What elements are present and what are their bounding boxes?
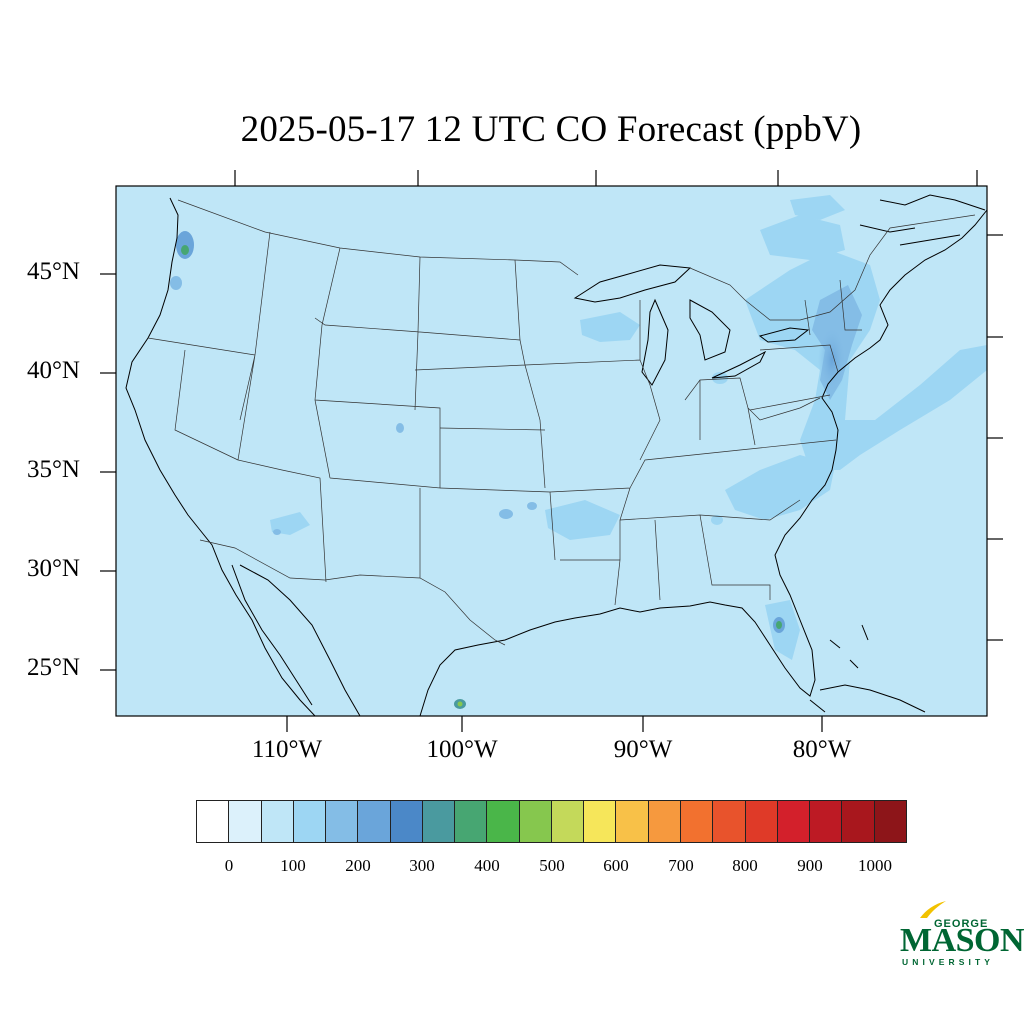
map-frame [115, 185, 988, 717]
colorbar-cell [197, 801, 230, 842]
colorbar-label: 800 [732, 856, 758, 875]
colorbar-label: 1000 [858, 856, 892, 875]
colorbar-label: 700 [668, 856, 694, 875]
atlanta-hotspot [711, 515, 723, 525]
colorbar-cell [390, 801, 423, 842]
logo-line3: UNIVERSITY [902, 957, 995, 967]
arizona-plume [270, 512, 310, 535]
colorbar-label: 0 [224, 856, 234, 875]
denver-hotspot [396, 423, 404, 433]
colorbar-cell [229, 801, 262, 842]
colorbar-label: 300 [409, 856, 435, 875]
coastline [125, 194, 987, 716]
great-lakes-superior [573, 264, 692, 303]
great-lakes-ontario [758, 327, 810, 343]
florida-keys [809, 699, 826, 713]
colorbar-cell [713, 801, 746, 842]
colorbar-cell [326, 801, 359, 842]
colorbar-cell [616, 801, 649, 842]
oklahoma-hotspot [499, 509, 513, 519]
west-states [147, 231, 521, 583]
colorbar [196, 800, 907, 843]
gulf-coast [419, 209, 987, 716]
dallas-hotspot [527, 502, 537, 510]
gulf-plume [545, 500, 620, 540]
colorbar-cell [810, 801, 843, 842]
colorbar-cell [519, 801, 552, 842]
lat-label-25: 25°N [26, 654, 80, 681]
colorbar-cell [455, 801, 488, 842]
colorbar-cell [422, 801, 456, 842]
lat-label-45: 45°N [26, 258, 80, 285]
quebec-plume [760, 215, 845, 260]
colorbar-label: 100 [280, 856, 306, 875]
lon-label-110w: 110°W [251, 736, 323, 763]
gmu-logo: GEORGE MASON UNIVERSITY [896, 900, 1024, 970]
lat-label-35: 35°N [26, 456, 80, 483]
southeast-plume [725, 455, 835, 520]
lat-label-30: 30°N [26, 555, 80, 582]
canada-islands [859, 194, 986, 246]
midwest-plume [580, 312, 640, 342]
ticks [100, 170, 1003, 732]
colorbar-cell [487, 801, 520, 842]
colorbar-cell [551, 801, 585, 842]
nyc-hotspot [818, 326, 846, 394]
mexico-border [199, 539, 506, 646]
great-lakes-erie [711, 350, 767, 379]
lon-label-90w: 90°W [613, 736, 673, 763]
colorbar-cell [680, 801, 714, 842]
colorbar-cell [842, 801, 875, 842]
baja-east [231, 564, 313, 706]
ohio-hotspot [712, 372, 728, 384]
plot-title: 2025-05-17 12 UTC CO Forecast (ppbV) [240, 109, 862, 150]
colorbar-label: 600 [603, 856, 629, 875]
portland-hotspot [170, 276, 182, 290]
colorbar-label: 900 [797, 856, 823, 875]
logo-line1: GEORGE [934, 918, 989, 930]
florida-core [776, 621, 782, 629]
mexico-coast [239, 564, 361, 716]
bahamas [829, 624, 869, 669]
lon-label-100w: 100°W [426, 736, 498, 763]
great-lakes-huron [689, 299, 731, 361]
east-states [524, 279, 862, 601]
colorbar-label: 500 [539, 856, 565, 875]
cuba [819, 684, 926, 713]
logo-line2: MASON [900, 922, 1024, 959]
great-lakes-michigan [641, 298, 669, 386]
colorbar-cell [358, 801, 391, 842]
colorbar-cell [874, 801, 906, 842]
lat-label-40: 40°N [26, 357, 80, 384]
lon-label-80w: 80°W [792, 736, 852, 763]
phoenix-hotspot [273, 529, 281, 535]
state-borders [147, 199, 976, 646]
pacific-coast [125, 197, 316, 716]
colorbar-label: 200 [345, 856, 371, 875]
colorbar-cell [584, 801, 617, 842]
colorbar-cell [648, 801, 681, 842]
colorbar-cell [745, 801, 778, 842]
colorbar-label: 400 [474, 856, 500, 875]
seattle-core [181, 245, 189, 255]
colorbar-cell [293, 801, 327, 842]
colorbar-cell [261, 801, 294, 842]
swoosh-icon [920, 901, 946, 918]
colorbar-cell [777, 801, 811, 842]
north-plume [790, 195, 845, 220]
texas-core [457, 701, 463, 707]
